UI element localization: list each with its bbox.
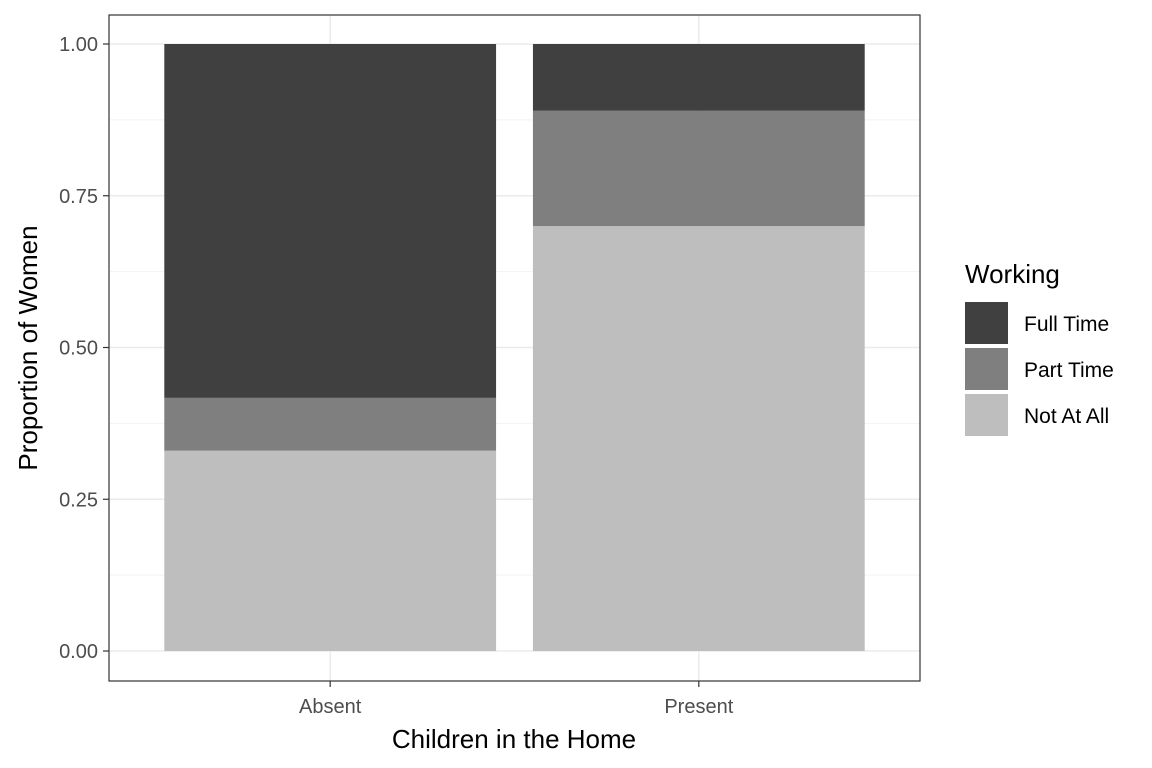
y-tick-label: 0.50 [59,338,98,360]
x-axis: Absent Present [299,681,734,718]
y-tick-label: 0.25 [59,489,98,511]
bar-absent-full-time [164,44,497,398]
legend-label-not-at-all: Not At All [1024,405,1109,428]
legend-label-part-time: Part Time [1024,359,1114,382]
x-tick-label: Absent [299,696,362,718]
bars [164,44,865,651]
y-tick-label: 1.00 [59,34,98,56]
bar-present-part-time [532,110,865,227]
y-axis: 0.00 0.25 0.50 0.75 1.00 [59,34,109,663]
y-tick-label: 0.00 [59,641,98,663]
legend-label-full-time: Full Time [1024,313,1109,336]
y-axis-title: Proportion of Women [13,225,43,470]
bar-absent-part-time [164,397,497,451]
y-tick-label: 0.75 [59,186,98,208]
x-axis-title: Children in the Home [392,724,636,754]
bar-present-not-at-all [532,226,865,651]
x-tick-label: Present [664,696,733,718]
legend-key-full-time [965,302,1008,344]
bar-present-full-time [532,44,865,111]
legend-title: Working [965,259,1060,289]
legend: Working Full Time Part Time Not At All [965,259,1114,436]
bar-absent-not-at-all [164,450,497,651]
legend-key-not-at-all [965,394,1008,436]
legend-key-part-time [965,348,1008,390]
